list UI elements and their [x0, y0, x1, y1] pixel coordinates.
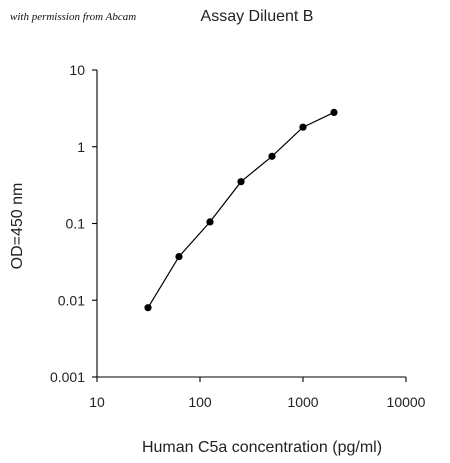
data-point: [206, 218, 214, 226]
x-tick-label: 100: [188, 394, 212, 410]
x-tick-label: 10000: [387, 394, 426, 410]
y-tick-label: 1: [77, 139, 85, 155]
series-line: [147, 111, 335, 309]
x-axis-label: Human C5a concentration (pg/ml): [142, 439, 382, 456]
y-tick-label: 0.1: [66, 216, 86, 232]
y-tick-label: 0.01: [58, 292, 85, 308]
x-axis-ticks: 10 100 1000 10000: [89, 377, 426, 410]
data-point: [175, 253, 183, 261]
y-axis-ticks: 0.001 0.01 0.1 1 10: [50, 62, 97, 385]
data-point: [144, 304, 152, 312]
chart-title: Assay Diluent B: [201, 8, 314, 25]
data-point: [299, 123, 307, 131]
series: [144, 108, 338, 312]
data-point: [330, 108, 338, 116]
y-tick-label: 10: [69, 62, 85, 78]
y-tick-label: 0.001: [50, 369, 85, 385]
permission-note: with permission from Abcam: [10, 11, 136, 23]
x-tick-label: 10: [89, 394, 105, 410]
data-point: [237, 178, 245, 186]
x-tick-label: 1000: [287, 394, 318, 410]
data-point: [268, 152, 276, 160]
y-axis-label: OD=450 nm: [9, 183, 26, 270]
